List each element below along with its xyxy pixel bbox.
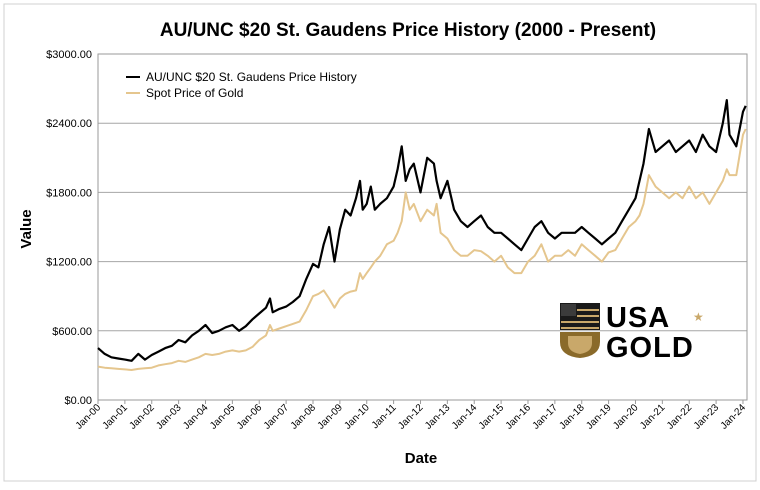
y-tick-label: $1200.00 (46, 257, 92, 269)
y-tick-label: $600.00 (52, 326, 92, 338)
logo-star-icon: ★ (693, 310, 704, 324)
legend-label-spot: Spot Price of Gold (146, 86, 243, 100)
legend-label-gaudens: AU/UNC $20 St. Gaudens Price History (146, 70, 357, 84)
logo-text-gold: GOLD (606, 332, 694, 364)
logo-text-usa: USA (606, 302, 670, 334)
x-axis-label: Date (405, 450, 438, 467)
y-tick-label: $2400.00 (46, 118, 92, 130)
legend: AU/UNC $20 St. Gaudens Price History Spo… (126, 70, 357, 100)
y-tick-label: $3000.00 (46, 49, 92, 61)
plot-area (97, 53, 748, 401)
y-tick-label: $0.00 (64, 395, 92, 407)
series-line-gaudens (97, 98, 747, 362)
usa-gold-logo: USA GOLD ★ (560, 302, 704, 364)
y-tick-label: $1800.00 (46, 187, 92, 199)
y-axis-label: Value (18, 209, 35, 248)
chart-title: AU/UNC $20 St. Gaudens Price History (20… (160, 20, 656, 41)
chart-frame (3, 3, 757, 482)
logo-stars-icon (561, 304, 576, 316)
series-lines (97, 98, 747, 371)
y-tick-labels: $0.00 $600.00 $1200.00 $1800.00 $2400.00 $300… (46, 49, 92, 407)
series-line-spot-gold (97, 128, 747, 371)
